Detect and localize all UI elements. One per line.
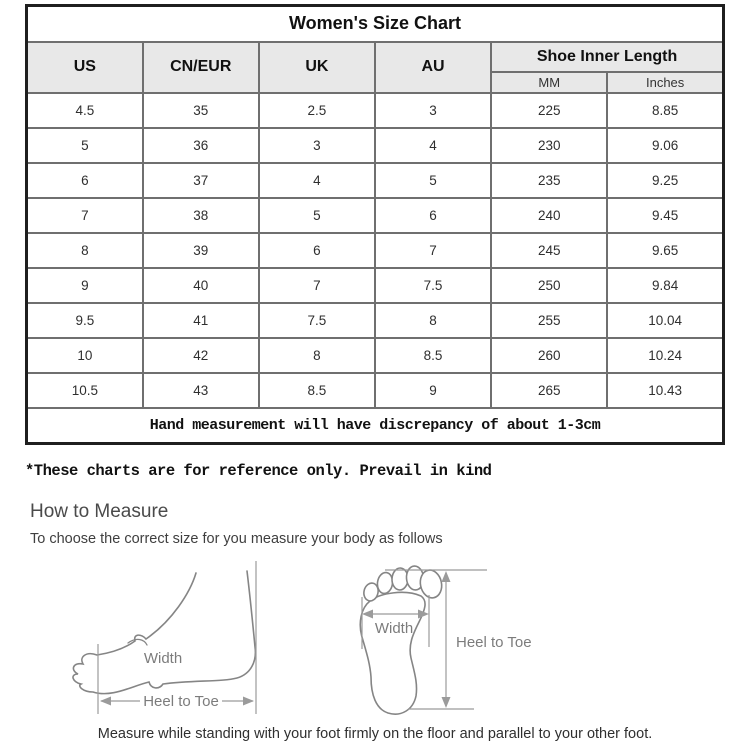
cell-mm: 250 [490,266,609,304]
table-row: 6 37 4 5 235 9.25 [25,161,725,199]
table-row: 4.5 35 2.5 3 225 8.85 [25,91,725,129]
sole-foot-width-label: Width [375,620,413,637]
cell-us: 4.5 [25,91,144,129]
cell-uk: 5 [257,196,376,234]
how-to-measure-subheading: To choose the correct size for you measu… [30,531,443,547]
table-title-row: Women's Size Chart [25,4,725,43]
cell-uk: 2.5 [257,91,376,129]
cell-mm: 240 [490,196,609,234]
cell-uk: 8.5 [257,371,376,409]
cell-us: 5 [25,126,144,164]
cell-mm: 245 [490,231,609,269]
cell-mm: 230 [490,126,609,164]
cell-au: 8 [373,301,493,339]
reference-only-note: *These charts are for reference only. Pr… [25,462,492,480]
cell-au: 6 [373,196,493,234]
column-header-uk: UK [257,40,376,94]
cell-uk: 7.5 [257,301,376,339]
cell-us: 10 [25,336,144,374]
sole-foot-heel-to-toe-label: Heel to Toe [456,634,532,651]
table-row: 8 39 6 7 245 9.65 [25,231,725,269]
cell-mm: 260 [490,336,609,374]
table-row: 9 40 7 7.5 250 9.84 [25,266,725,304]
cell-us: 7 [25,196,144,234]
table-header-row: US CN/EUR UK AU Shoe Inner Length [25,40,725,94]
cell-cn-eur: 38 [141,196,260,234]
cell-us: 8 [25,231,144,269]
cell-mm: 265 [490,371,609,409]
cell-uk: 8 [257,336,376,374]
page-title: Women's Size Chart [25,4,725,43]
cell-mm: 225 [490,91,609,129]
column-header-cn-eur: CN/EUR [141,40,260,94]
cell-us: 10.5 [25,371,144,409]
cell-us: 9 [25,266,144,304]
cell-cn-eur: 42 [141,336,260,374]
cell-cn-eur: 37 [141,161,260,199]
cell-inches: 9.45 [606,196,725,234]
cell-cn-eur: 40 [141,266,260,304]
table-row: 9.5 41 7.5 8 255 10.04 [25,301,725,339]
side-foot-width-label: Width [144,650,182,667]
sole-view-dimension-lines [361,569,487,710]
table-subheader-row: MM Inches [27,70,725,94]
cell-au: 4 [373,126,493,164]
how-to-measure-heading: How to Measure [30,501,169,522]
side-foot-heel-to-toe-label: Heel to Toe [143,693,219,710]
side-view-foot-drawing [72,570,257,695]
cell-inches: 9.65 [606,231,725,269]
cell-au: 8.5 [373,336,493,374]
cell-cn-eur: 39 [141,231,260,269]
column-header-inches: Inches [606,70,725,94]
cell-cn-eur: 41 [141,301,260,339]
cell-cn-eur: 43 [141,371,260,409]
cell-inches: 10.43 [606,371,725,409]
cell-uk: 6 [257,231,376,269]
cell-au: 7.5 [373,266,493,304]
cell-inches: 9.84 [606,266,725,304]
column-header-shoe-inner-length: Shoe Inner Length [490,40,725,73]
cell-au: 7 [373,231,493,269]
cell-mm: 255 [490,301,609,339]
foot-measure-illustration: Width Heel to Toe [72,561,532,715]
sole-view-foot-drawing [359,565,443,715]
table-row: 10 42 8 8.5 260 10.24 [25,336,725,374]
cell-mm: 235 [490,161,609,199]
cell-au: 9 [373,371,493,409]
cell-us: 6 [25,161,144,199]
cell-au: 5 [373,161,493,199]
table-footnote-row: Hand measurement will have discrepancy o… [25,406,725,445]
cell-cn-eur: 36 [141,126,260,164]
cell-inches: 10.04 [606,301,725,339]
size-chart-table: Women's Size Chart US CN/EUR UK AU Shoe … [25,4,725,445]
measure-instruction-caption: Measure while standing with your foot fi… [97,726,653,742]
column-header-au: AU [373,40,493,94]
cell-inches: 10.24 [606,336,725,374]
table-row: 7 38 5 6 240 9.45 [25,196,725,234]
cell-us: 9.5 [25,301,144,339]
cell-inches: 9.06 [606,126,725,164]
measure-diagram: Width Heel to Toe [0,551,750,724]
cell-uk: 4 [257,161,376,199]
table-row: 5 36 3 4 230 9.06 [25,126,725,164]
table-row: 10.5 43 8.5 9 265 10.43 [25,371,725,409]
cell-cn-eur: 35 [141,91,260,129]
measurement-discrepancy-note: Hand measurement will have discrepancy o… [25,406,725,445]
column-header-mm: MM [490,70,609,94]
cell-inches: 8.85 [606,91,725,129]
cell-inches: 9.25 [606,161,725,199]
sole-view-arrowheads [362,571,451,708]
column-header-us: US [25,40,144,94]
cell-uk: 7 [257,266,376,304]
cell-au: 3 [373,91,493,129]
cell-uk: 3 [257,126,376,164]
side-view-arrowheads [100,696,254,706]
